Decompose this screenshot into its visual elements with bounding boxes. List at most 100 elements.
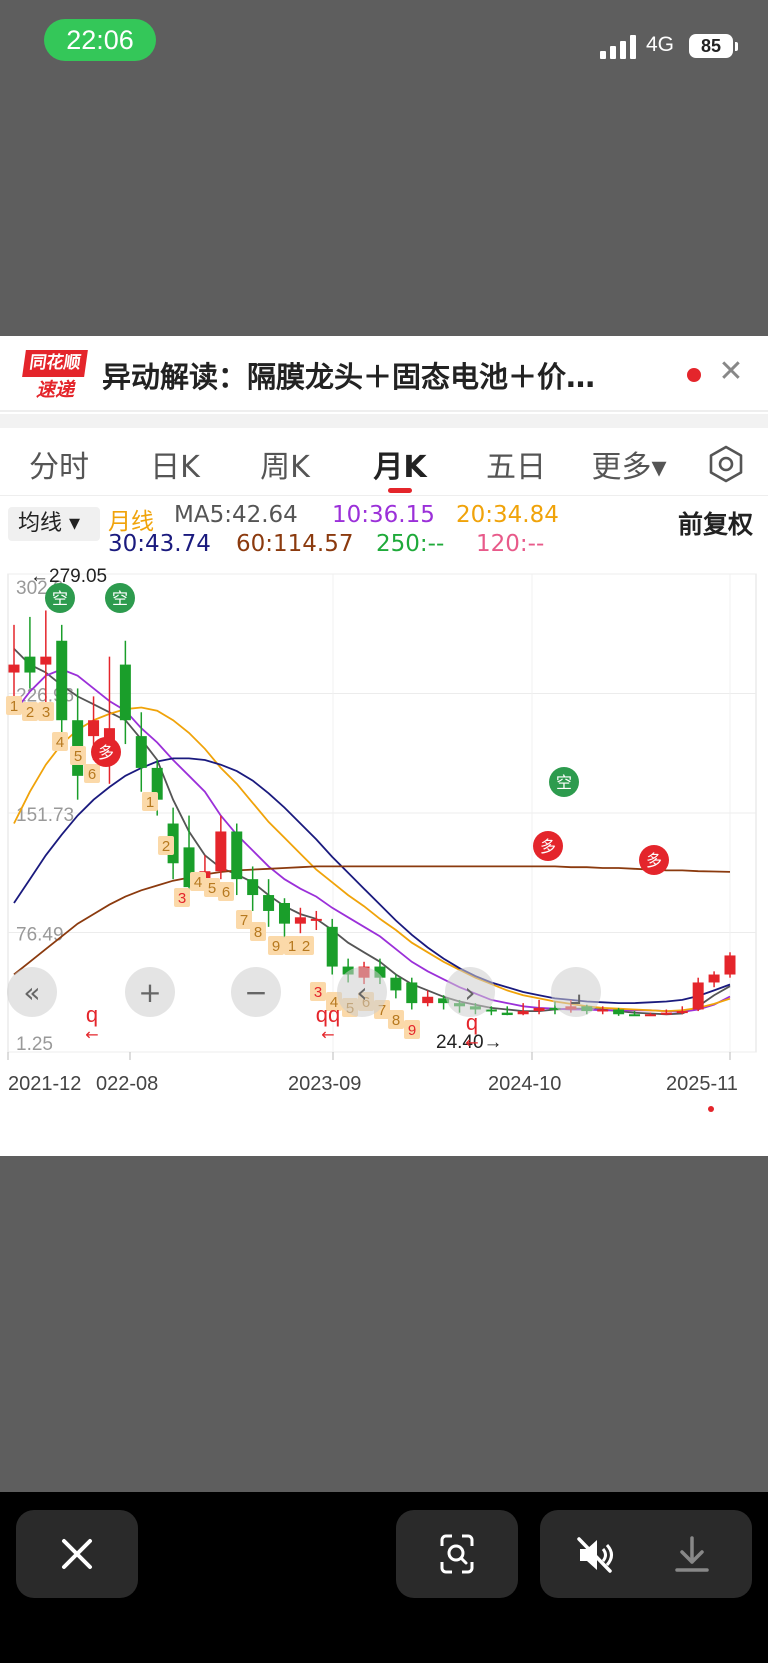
- candle-body: [692, 982, 704, 1010]
- ma-line-ma60: [13, 865, 731, 976]
- counter-badge: [284, 936, 300, 955]
- counter-badge: [218, 882, 234, 901]
- y-tick-label: 1.25: [16, 1034, 53, 1055]
- status-time[interactable]: 22:06: [44, 19, 156, 61]
- signal-marker-label: 多: [540, 837, 556, 856]
- candle-body: [342, 966, 354, 975]
- counter-badge: [404, 1020, 420, 1039]
- candle-body: [56, 640, 68, 721]
- counter-badge: [388, 1010, 404, 1029]
- q-arrow: ←: [465, 1033, 478, 1052]
- counter-label: 5: [74, 748, 82, 765]
- divider: [0, 414, 768, 428]
- scroll-right-icon: ›: [464, 976, 475, 1009]
- signal-marker-label: 空: [556, 773, 572, 792]
- signal-marker: [91, 737, 121, 767]
- q-arrow: ←: [321, 1025, 334, 1044]
- candle-body: [294, 917, 306, 924]
- candle-body: [533, 1007, 545, 1012]
- signal-marker: [639, 845, 669, 875]
- candle-body: [438, 998, 450, 1004]
- counter-label: 7: [378, 1002, 386, 1019]
- news-bar[interactable]: 同花顺 速递 异动解读：隔膜龙头＋固态电池＋价… ✕: [0, 336, 768, 412]
- status-bar: 22:06 4G 85: [0, 0, 768, 80]
- ma-select-button[interactable]: 均线 ▾: [8, 507, 100, 541]
- q-arrow: ←: [85, 1025, 98, 1044]
- tab-monthly-k[interactable]: 月K: [373, 450, 427, 485]
- candle-body: [406, 982, 418, 1004]
- zoom-out-button[interactable]: [231, 967, 281, 1017]
- tab-weekly-k[interactable]: 周K: [260, 450, 310, 485]
- adjust-mode-label[interactable]: 前复权: [678, 510, 754, 539]
- signal-marker: [549, 767, 579, 797]
- counter-label: 6: [88, 766, 96, 783]
- close-icon: [62, 1539, 92, 1569]
- candle-body: [326, 926, 338, 967]
- tab-daily-k[interactable]: 日K: [150, 450, 200, 485]
- line-type-label: 月线: [108, 509, 154, 535]
- zoom-out-fast-button[interactable]: [7, 967, 57, 1017]
- counter-label: 4: [330, 994, 338, 1011]
- x-tick-label: 2025-11: [666, 1073, 738, 1095]
- counter-badge: [310, 982, 326, 1001]
- logo-bottom-text: 速递: [35, 379, 74, 401]
- close-button[interactable]: [16, 1510, 138, 1598]
- q-marker: qq: [316, 1002, 340, 1027]
- candle-body: [629, 1014, 641, 1017]
- app-logo: 同花顺 速递: [22, 350, 88, 402]
- signal-marker: [533, 831, 563, 861]
- visual-search-button[interactable]: [396, 1510, 518, 1598]
- counter-label: 8: [254, 924, 262, 941]
- candle-body: [374, 966, 386, 978]
- candle-body: [708, 974, 720, 983]
- scroll-left-button[interactable]: [337, 967, 387, 1017]
- counter-label: 5: [208, 880, 216, 897]
- close-icon[interactable]: ✕: [718, 354, 744, 389]
- scroll-right-button[interactable]: [445, 967, 495, 1017]
- candle-body: [422, 996, 434, 1004]
- signal-marker-label: 空: [52, 589, 68, 608]
- mute-icon[interactable]: [570, 1530, 620, 1580]
- news-title[interactable]: 异动解读：隔膜龙头＋固态电池＋价…: [102, 360, 596, 394]
- counter-badge: [142, 792, 158, 811]
- counter-badge: [298, 936, 314, 955]
- counter-label: 9: [408, 1022, 416, 1039]
- candle-body: [40, 656, 52, 665]
- ma-line-ma20: [13, 706, 731, 1013]
- candle-body: [597, 1009, 609, 1012]
- x-axis-area: [8, 1053, 756, 1133]
- counter-label: 6: [222, 884, 230, 901]
- tab-more[interactable]: 更多▾: [591, 450, 667, 485]
- candle-body: [8, 664, 20, 673]
- settings-hex-icon[interactable]: [706, 444, 746, 484]
- counter-label: 2: [162, 838, 170, 855]
- candle-body: [660, 1012, 672, 1015]
- high-annotation: ←279.05: [30, 566, 107, 587]
- counter-label: 4: [56, 734, 64, 751]
- signal-marker: [45, 583, 75, 613]
- candle-body: [183, 847, 195, 888]
- candle-body: [501, 1012, 513, 1016]
- counter-badge: [6, 696, 22, 715]
- counter-badge: [84, 764, 100, 783]
- candle-body: [88, 720, 100, 737]
- ma-line-ma10: [13, 668, 731, 1013]
- candle-body: [119, 664, 131, 721]
- counter-label: 1: [288, 938, 296, 955]
- counter-label: 3: [314, 984, 322, 1001]
- download-icon[interactable]: [667, 1530, 717, 1580]
- counter-badge: [158, 836, 174, 855]
- counter-badge: [52, 732, 68, 751]
- crosshair-button[interactable]: [551, 967, 601, 1017]
- low-annotation: 24.40→: [436, 1032, 503, 1053]
- counter-badge: [190, 872, 206, 891]
- tab-five-day[interactable]: 五日: [486, 450, 546, 485]
- unread-dot-icon: [687, 368, 701, 382]
- media-actions: [540, 1510, 752, 1598]
- zoom-in-button[interactable]: [125, 967, 175, 1017]
- tab-intraday[interactable]: 分时: [29, 450, 89, 485]
- battery-tip: [735, 42, 738, 51]
- candle-body: [676, 1011, 688, 1014]
- candle-body: [135, 736, 147, 768]
